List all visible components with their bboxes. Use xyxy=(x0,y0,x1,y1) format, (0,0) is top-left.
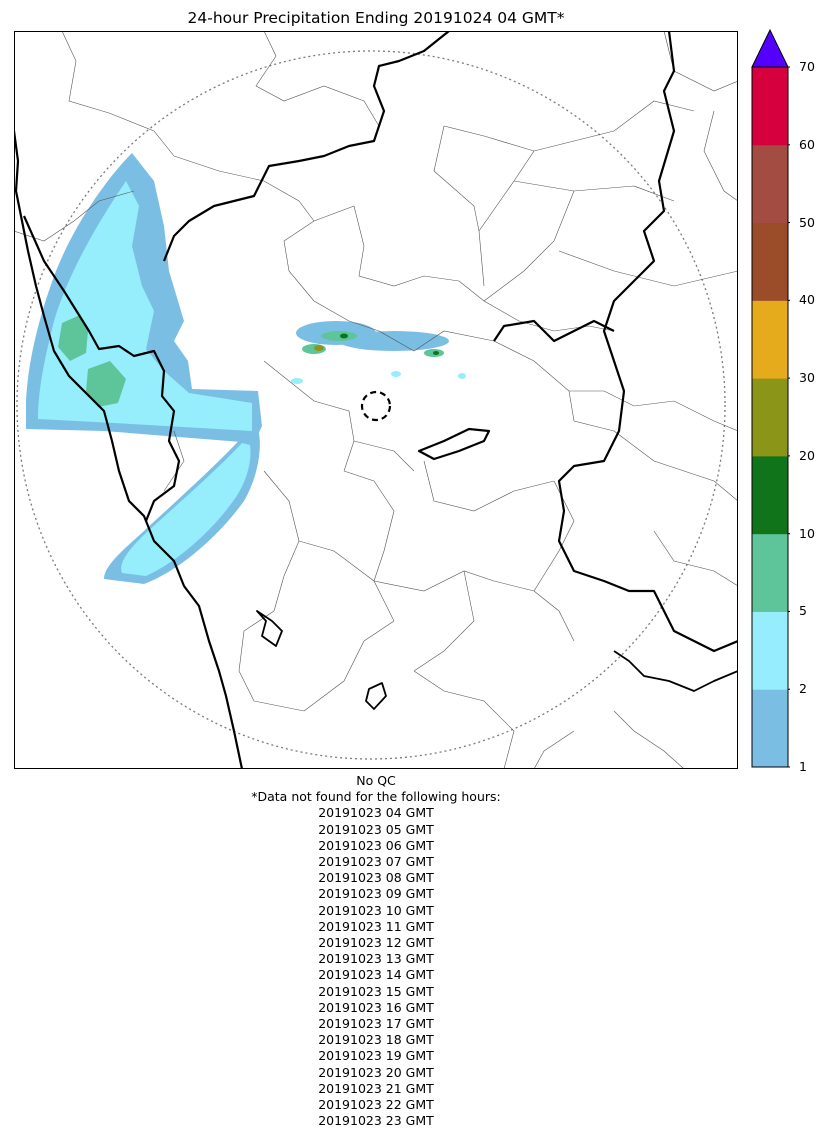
colorbar-frame xyxy=(751,66,789,768)
colorbar-tick-label: 5 xyxy=(799,603,807,619)
colorbar-segment xyxy=(752,533,788,612)
colorbar-segment xyxy=(752,378,788,457)
missing-hour-item: 20191023 14 GMT xyxy=(318,967,434,983)
qc-note: No QC xyxy=(356,773,396,788)
missing-hour-item: 20191023 12 GMT xyxy=(318,935,434,951)
colorbar-segment xyxy=(752,67,788,146)
precip-cells-central xyxy=(291,321,466,384)
missing-hour-item: 20191023 04 GMT xyxy=(318,805,434,821)
missing-hour-item: 20191023 22 GMT xyxy=(318,1097,434,1113)
missing-hour-item: 20191023 15 GMT xyxy=(318,983,434,999)
missing-hour-item: 20191023 09 GMT xyxy=(318,886,434,902)
enclave-1 xyxy=(417,427,491,461)
precip-band-south-2mm xyxy=(121,443,251,576)
enclave-3 xyxy=(365,682,387,710)
missing-hour-item: 20191023 05 GMT xyxy=(318,821,434,837)
missing-hour-item: 20191023 18 GMT xyxy=(318,1032,434,1048)
colorbar-extend-arrow xyxy=(751,28,789,68)
missing-hour-item: 20191023 23 GMT xyxy=(318,1113,434,1129)
missing-hour-item: 20191023 19 GMT xyxy=(318,1048,434,1064)
missing-hour-item: 20191023 16 GMT xyxy=(318,999,434,1015)
colorbar xyxy=(751,28,790,768)
colorbar-tick-label: 70 xyxy=(799,59,815,74)
colorbar-tick-label: 60 xyxy=(799,136,815,152)
state-boundaries xyxy=(14,31,738,769)
colorbar-tick-label: 10 xyxy=(799,525,815,541)
enclave-2 xyxy=(256,610,283,647)
radar-map xyxy=(14,31,738,769)
missing-hour-item: 20191023 06 GMT xyxy=(318,837,434,853)
missing-hour-item: 20191023 21 GMT xyxy=(318,1080,434,1096)
state-border-center xyxy=(493,319,615,343)
border-southeast xyxy=(613,650,738,692)
state-border-west xyxy=(22,215,181,522)
coastline xyxy=(14,130,244,769)
map-title: 24-hour Precipitation Ending 20191024 04… xyxy=(187,9,565,27)
radar-range-ring xyxy=(16,50,726,760)
missing-hour-item: 20191023 11 GMT xyxy=(318,918,434,934)
radar-site-marker xyxy=(360,390,392,422)
notes-block: No QC *Data not found for the following … xyxy=(14,773,738,1129)
colorbar-tick-label: 40 xyxy=(799,292,815,308)
missing-hour-item: 20191023 07 GMT xyxy=(318,854,434,870)
state-border-north xyxy=(162,31,450,262)
missing-hours-list: 20191023 04 GMT 20191023 05 GMT 20191023 0… xyxy=(14,805,738,1129)
missing-hour-item: 20191023 10 GMT xyxy=(318,902,434,918)
colorbar-segment xyxy=(752,300,788,379)
map-frame xyxy=(14,31,738,769)
colorbar-tick-label: 50 xyxy=(799,214,815,230)
missing-hour-item: 20191023 20 GMT xyxy=(318,1064,434,1080)
colorbar-segment xyxy=(752,455,788,535)
colorbar-tick-label: 2 xyxy=(799,681,807,697)
colorbar-tick-label: 1 xyxy=(799,759,807,774)
colorbar-tick-label: 30 xyxy=(799,370,815,386)
precipitation-layer xyxy=(26,153,466,584)
missing-data-header: *Data not found for the following hours: xyxy=(251,789,501,805)
colorbar-tick-label: 20 xyxy=(799,447,815,463)
precip-area-5mm-a xyxy=(58,315,88,361)
missing-hour-item: 20191023 17 GMT xyxy=(318,1016,434,1032)
state-border-east xyxy=(557,31,738,653)
district-boundaries xyxy=(14,31,738,769)
missing-hour-item: 20191023 13 GMT xyxy=(318,951,434,967)
colorbar-segment xyxy=(752,222,788,301)
missing-hour-item: 20191023 08 GMT xyxy=(318,870,434,886)
colorbar-segment xyxy=(752,689,788,768)
precip-area-5mm-b xyxy=(86,361,126,407)
colorbar-segment xyxy=(752,611,788,690)
colorbar-segment xyxy=(752,144,788,224)
